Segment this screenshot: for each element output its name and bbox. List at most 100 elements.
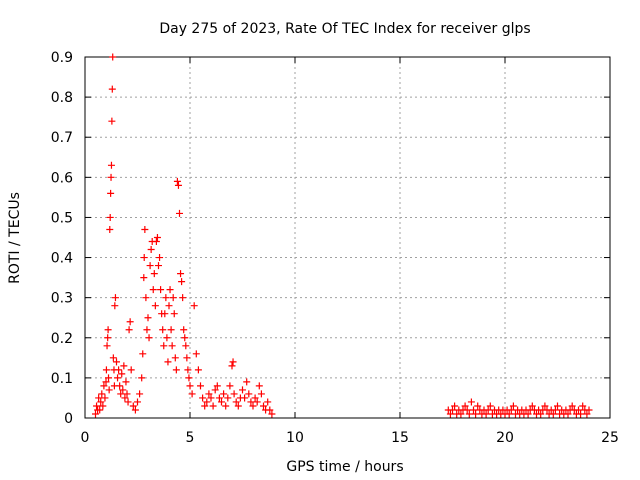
data-point <box>554 402 561 410</box>
data-point <box>171 354 179 362</box>
data-point <box>142 294 150 302</box>
data-point <box>228 362 236 370</box>
data-point <box>463 406 471 414</box>
data-point <box>107 189 115 197</box>
data-point <box>184 366 192 374</box>
data-point <box>257 390 265 398</box>
data-point <box>222 402 230 410</box>
data-point <box>134 398 141 406</box>
y-tick-label: 0.6 <box>51 170 73 186</box>
x-tick-label: 20 <box>496 430 514 446</box>
data-point <box>113 358 120 366</box>
data-point <box>106 225 114 233</box>
data-point <box>207 394 215 402</box>
x-tick-label: 10 <box>286 430 304 446</box>
data-point <box>138 374 146 382</box>
data-point <box>162 294 170 302</box>
data-point <box>470 406 477 414</box>
data-point <box>197 382 204 390</box>
data-point <box>260 402 267 410</box>
data-point <box>199 394 207 402</box>
x-tick-label: 0 <box>81 430 90 446</box>
data-point <box>105 386 113 394</box>
data-point <box>98 390 106 398</box>
data-point <box>230 390 238 398</box>
data-point <box>153 234 161 241</box>
data-point <box>176 209 183 217</box>
data-point <box>96 406 104 414</box>
data-point <box>167 326 175 334</box>
data-point <box>101 394 109 402</box>
data-point <box>264 398 272 406</box>
data-point <box>482 410 490 418</box>
y-tick-label: 0.1 <box>51 371 73 387</box>
data-point <box>95 394 103 402</box>
data-point <box>249 402 257 410</box>
data-point <box>243 378 251 386</box>
data-point <box>125 326 133 334</box>
data-point <box>124 398 132 406</box>
data-point <box>266 406 274 414</box>
data-point <box>159 326 167 334</box>
data-point <box>97 398 105 406</box>
data-point <box>93 402 101 410</box>
data-point <box>109 53 117 61</box>
data-point <box>151 302 159 310</box>
data-point <box>111 302 119 310</box>
data-point <box>551 406 559 414</box>
data-point <box>524 410 532 418</box>
data-point <box>116 382 124 390</box>
data-point <box>213 382 221 390</box>
data-point <box>105 374 113 382</box>
data-point <box>146 262 154 270</box>
data-point <box>232 398 240 406</box>
data-point <box>467 398 475 406</box>
data-point <box>177 270 185 278</box>
data-point <box>201 402 209 410</box>
data-point <box>509 402 517 410</box>
data-point <box>103 342 111 350</box>
data-point <box>181 334 189 342</box>
data-point <box>211 386 219 394</box>
data-point <box>192 350 200 358</box>
data-point <box>178 278 186 286</box>
data-point <box>253 398 261 406</box>
data-point <box>144 314 152 322</box>
data-point <box>575 406 582 414</box>
data-point <box>451 402 459 410</box>
data-point <box>136 390 144 398</box>
data-point <box>251 394 259 402</box>
data-point <box>449 406 456 414</box>
data-point <box>457 410 465 418</box>
data-point <box>117 390 125 398</box>
chart-title: Day 275 of 2023, Rate Of TEC Index for r… <box>159 21 530 37</box>
data-point <box>108 85 116 93</box>
data-point <box>568 402 576 410</box>
data-point <box>172 366 180 374</box>
data-point <box>179 294 187 302</box>
y-tick-label: 0.2 <box>51 331 73 347</box>
data-point <box>583 410 591 418</box>
x-axis-label: GPS time / hours <box>286 459 403 475</box>
data-point <box>104 326 112 334</box>
data-point <box>215 394 223 402</box>
data-point <box>247 398 255 406</box>
data-point <box>169 294 177 302</box>
data-point <box>505 410 513 418</box>
data-point <box>127 366 135 374</box>
y-tick-label: 0.5 <box>51 210 73 226</box>
data-point <box>484 406 492 414</box>
data-point <box>131 406 139 414</box>
data-point <box>188 390 196 398</box>
data-point <box>182 342 190 350</box>
data-point <box>446 410 454 418</box>
x-tick-label: 15 <box>391 430 409 446</box>
y-tick-label: 0.4 <box>51 251 73 267</box>
data-point <box>121 394 129 402</box>
data-point <box>122 378 130 386</box>
data-point <box>118 370 126 378</box>
data-point <box>126 318 134 326</box>
data-point <box>472 410 480 418</box>
data-point <box>120 362 128 370</box>
